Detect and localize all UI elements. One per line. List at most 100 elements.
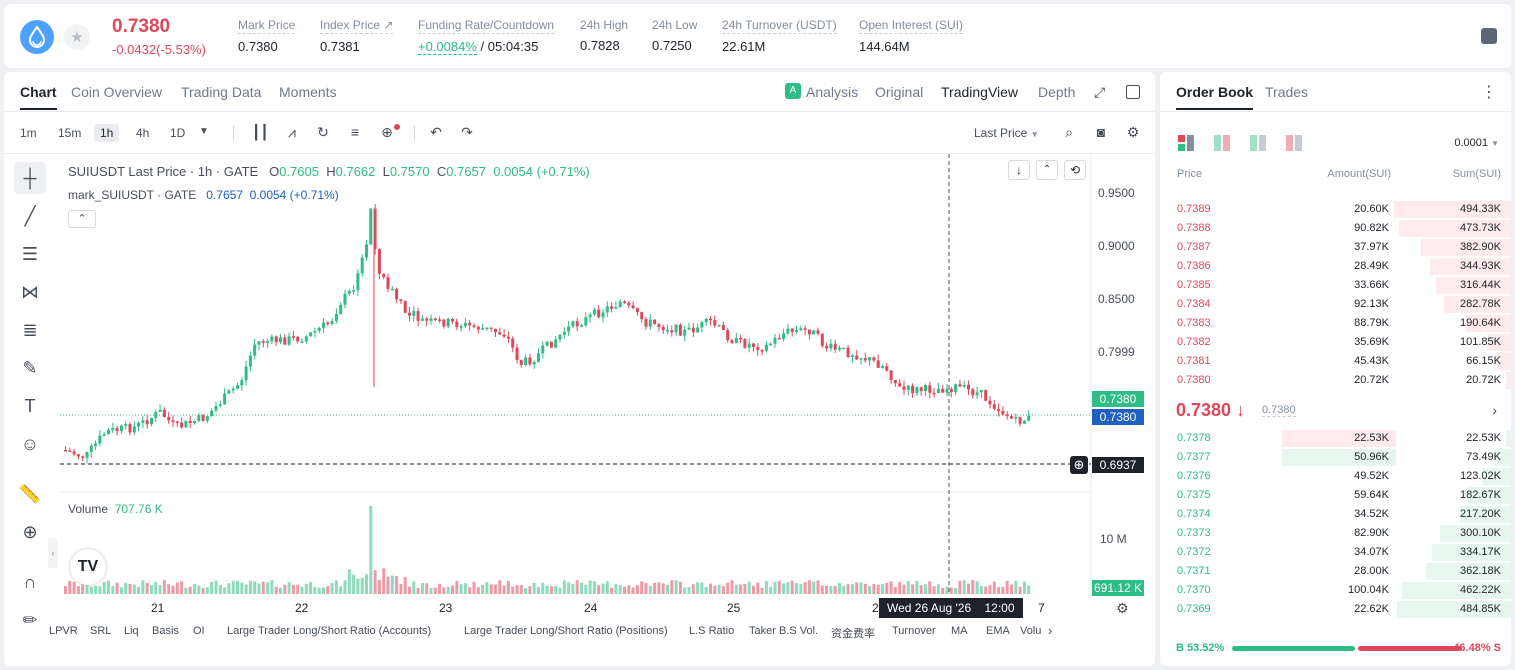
collapse-icon[interactable]: ⌃	[1036, 160, 1058, 180]
ask-row[interactable]: 0.7382 35.69K 101.85K	[1160, 333, 1511, 352]
ruler-icon[interactable]: 📏	[18, 483, 42, 504]
text-tool-icon[interactable]: T	[24, 395, 36, 416]
precision-select[interactable]: 0.0001 ▼	[1454, 137, 1499, 149]
bid-row[interactable]: 0.7378 22.53K 22.53K	[1160, 429, 1511, 448]
settings-gear-icon[interactable]: ⚙	[1126, 124, 1140, 140]
view-original[interactable]: Original	[875, 84, 924, 100]
book-layout-alt-icon[interactable]	[1214, 135, 1230, 151]
view-tradingview[interactable]: TradingView	[941, 84, 1019, 100]
scroll-down-icon[interactable]: ↓	[1008, 160, 1030, 180]
refresh-icon[interactable]: ⟲	[1064, 160, 1086, 180]
redo-icon[interactable]: ↷	[461, 124, 473, 140]
bid-row[interactable]: 0.7374 34.52K 217.20K	[1160, 505, 1511, 524]
indicator-chip[interactable]: EMA	[986, 625, 1010, 637]
tab-coin-overview[interactable]: Coin Overview	[71, 84, 163, 100]
indicator-chip[interactable]: Basis	[152, 625, 179, 637]
book-icon[interactable]	[1481, 28, 1497, 44]
book-layout-asks-icon[interactable]	[1286, 135, 1302, 151]
sidebar-collapse-handle[interactable]: ‹	[48, 538, 58, 568]
price-source-select[interactable]: Last Price ▼	[974, 126, 1039, 140]
indicator-chip[interactable]: Turnover	[892, 625, 936, 637]
bid-row[interactable]: 0.7375 59.64K 182.67K	[1160, 486, 1511, 505]
brush-icon[interactable]: ✎	[22, 357, 38, 378]
expand-icon[interactable]: ⤢	[1094, 84, 1106, 100]
bid-amount: 49.52K	[1354, 470, 1389, 482]
indicator-chip[interactable]: Large Trader Long/Short Ratio (Positions…	[464, 625, 668, 637]
more-options-icon[interactable]: ⋮	[1481, 84, 1497, 101]
tab-order-book[interactable]: Order Book	[1176, 84, 1254, 110]
bid-amount: 82.90K	[1354, 527, 1389, 539]
zoom-icon[interactable]: ⊕	[22, 521, 38, 542]
timeframe-1m[interactable]: 1m	[20, 126, 37, 140]
undo-icon[interactable]: ↶	[430, 124, 442, 140]
tab-trading-data[interactable]: Trading Data	[181, 84, 262, 100]
indicator-chip[interactable]: Large Trader Long/Short Ratio (Accounts)	[227, 625, 432, 637]
collapse-legend-button[interactable]: ⌃	[68, 210, 96, 228]
ask-row[interactable]: 0.7380 20.72K 20.72K	[1160, 371, 1511, 390]
time-axis-settings-icon[interactable]: ⚙	[1116, 600, 1129, 616]
timeframe-4h[interactable]: 4h	[136, 126, 150, 140]
ask-row[interactable]: 0.7381 45.43K 66.15K	[1160, 352, 1511, 371]
candlestick-chart[interactable]	[4, 72, 1155, 666]
indicator-chip[interactable]: LPVR	[49, 625, 78, 637]
indicator-chip[interactable]: 资金费率	[831, 628, 875, 640]
camera-icon[interactable]: ◙	[1096, 124, 1106, 140]
ask-row[interactable]: 0.7388 90.82K 473.73K	[1160, 219, 1511, 238]
ask-row[interactable]: 0.7386 28.49K 344.93K	[1160, 257, 1511, 276]
scroll-right-icon[interactable]: ›	[1048, 623, 1053, 638]
indicator-chip[interactable]: L.S Ratio	[689, 625, 735, 637]
indicator-chip[interactable]: OI	[193, 625, 205, 637]
tradingview-logo[interactable]: TV	[70, 549, 106, 585]
book-layout-both-icon[interactable]	[1178, 135, 1194, 151]
tab-trades[interactable]: Trades	[1265, 84, 1309, 100]
view-analysis[interactable]: Analysis	[806, 84, 859, 100]
bid-row[interactable]: 0.7371 28.00K 362.18K	[1160, 562, 1511, 581]
add-alert-icon[interactable]: ⊕	[1070, 456, 1088, 474]
ask-depth-bar	[1399, 220, 1511, 237]
indicators-icon[interactable]: ⩘	[288, 124, 296, 140]
candles-icon[interactable]: ┃┃	[252, 124, 269, 140]
bid-row[interactable]: 0.7369 22.62K 484.85K	[1160, 600, 1511, 619]
fib-icon[interactable]: ≣	[22, 319, 38, 340]
ask-row[interactable]: 0.7385 33.66K 316.44K	[1160, 276, 1511, 295]
search-icon[interactable]: ⌕	[1065, 124, 1073, 140]
replay-icon[interactable]: ↻	[317, 124, 329, 140]
chevron-right-icon[interactable]: ›	[1492, 402, 1497, 418]
horizontal-lines-icon[interactable]: ☰	[21, 243, 39, 264]
ask-row[interactable]: 0.7389 20.60K 494.33K	[1160, 200, 1511, 219]
tab-moments[interactable]: Moments	[279, 84, 337, 100]
add-indicator-icon[interactable]: ⊕	[381, 124, 393, 140]
crosshair-icon[interactable]: ┼	[14, 162, 46, 194]
templates-icon[interactable]: ≡	[350, 124, 360, 140]
bid-row[interactable]: 0.7376 49.52K 123.02K	[1160, 467, 1511, 486]
book-layout-bids-icon[interactable]	[1250, 135, 1266, 151]
window-icon[interactable]	[1126, 85, 1140, 99]
timeframe-15m[interactable]: 15m	[58, 126, 82, 140]
bid-row[interactable]: 0.7377 50.96K 73.49K	[1160, 448, 1511, 467]
timeframe-1h[interactable]: 1h	[94, 124, 120, 142]
chart-toolbar: 1m 15m 1h 4h 1D ▼ ┃┃ ⩘ ↻ ≡ ⊕ ↶ ↷ Last Pr…	[4, 112, 1155, 154]
indicator-chip[interactable]: SRL	[90, 625, 112, 637]
timeframe-1d[interactable]: 1D	[170, 126, 186, 140]
magnet-icon[interactable]: ∩	[23, 571, 37, 592]
indicator-chip[interactable]: Volu	[1020, 625, 1042, 637]
bid-row[interactable]: 0.7372 34.07K 334.17K	[1160, 543, 1511, 562]
bid-row[interactable]: 0.7373 82.90K 300.10K	[1160, 524, 1511, 543]
ask-row[interactable]: 0.7383 88.79K 190.64K	[1160, 314, 1511, 333]
bid-row[interactable]: 0.7370 100.04K 462.22K	[1160, 581, 1511, 600]
trendline-icon[interactable]: ╱	[24, 205, 36, 226]
pattern-icon[interactable]: ⋈	[21, 281, 39, 302]
stat-index-price[interactable]: Index Price ↗ 0.7381	[320, 18, 394, 54]
ask-sum: 20.72K	[1466, 374, 1501, 386]
favorite-star-icon[interactable]: ★	[64, 24, 90, 50]
timeframe-dropdown-icon[interactable]: ▼	[199, 126, 209, 137]
indicator-chip[interactable]: Liq	[124, 625, 139, 637]
ask-row[interactable]: 0.7387 37.97K 382.90K	[1160, 238, 1511, 257]
emoji-icon[interactable]: ☺	[20, 433, 40, 454]
tab-chart[interactable]: Chart	[20, 84, 57, 110]
indicator-chip[interactable]: Taker B.S Vol.	[749, 625, 819, 637]
view-depth[interactable]: Depth	[1038, 84, 1076, 100]
pencil-icon[interactable]: ✏	[22, 609, 38, 630]
indicator-chip[interactable]: MA	[951, 625, 968, 637]
ask-row[interactable]: 0.7384 92.13K 282.78K	[1160, 295, 1511, 314]
